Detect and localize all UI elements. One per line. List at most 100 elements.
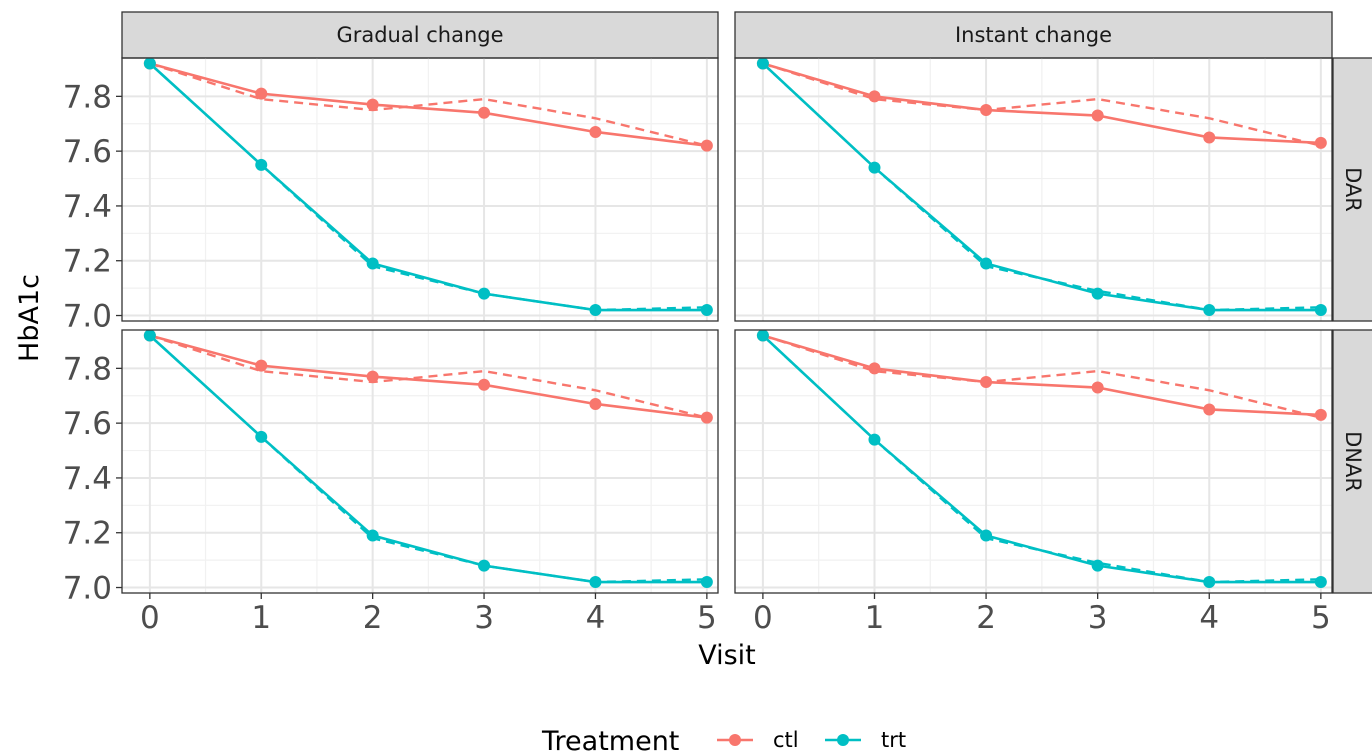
series-line bbox=[149, 334, 708, 419]
panel bbox=[734, 329, 1333, 594]
row-strip bbox=[1332, 329, 1372, 594]
series-line-dashed bbox=[149, 334, 708, 419]
panel-grid bbox=[735, 58, 1332, 321]
y-tick-label: 7.8 bbox=[63, 351, 112, 387]
x-tick-label: 1 bbox=[865, 600, 885, 636]
row-strip-label: DNAR bbox=[1341, 431, 1365, 492]
panel-grid bbox=[122, 330, 718, 593]
series-line bbox=[762, 62, 1321, 312]
panel-marks bbox=[143, 58, 713, 317]
series-line bbox=[149, 62, 708, 147]
y-tick-label: 7.6 bbox=[63, 134, 112, 170]
data-point bbox=[868, 433, 881, 446]
series-line bbox=[762, 334, 1321, 584]
series-line bbox=[762, 62, 1321, 145]
legend-label: trt bbox=[881, 728, 906, 752]
legend-key-point bbox=[837, 734, 849, 746]
data-point bbox=[868, 161, 881, 174]
data-point bbox=[255, 359, 268, 372]
data-point bbox=[700, 139, 713, 152]
x-tick-label: 1 bbox=[251, 600, 271, 636]
data-point bbox=[868, 362, 881, 375]
series-line-dashed bbox=[149, 62, 708, 147]
data-point bbox=[255, 87, 268, 100]
data-point bbox=[255, 430, 268, 443]
data-point bbox=[478, 378, 491, 391]
x-tick-label: 2 bbox=[363, 600, 383, 636]
col-strip-label: Instant change bbox=[955, 23, 1112, 47]
panel-border bbox=[121, 329, 719, 594]
data-point bbox=[1091, 287, 1104, 300]
panels-layer: Gradual change Instant change DAR DNAR bbox=[121, 11, 1372, 594]
panel-border bbox=[734, 57, 1333, 322]
data-point bbox=[700, 411, 713, 424]
data-point bbox=[1203, 304, 1216, 317]
data-point bbox=[700, 576, 713, 589]
data-point bbox=[478, 559, 491, 572]
data-point bbox=[756, 330, 769, 342]
data-point bbox=[478, 106, 491, 119]
data-point bbox=[756, 58, 769, 70]
col-strip bbox=[734, 11, 1333, 59]
data-point bbox=[1203, 131, 1216, 144]
data-point bbox=[980, 104, 993, 117]
legend: Treatment ctl trt bbox=[541, 726, 906, 756]
data-point bbox=[1314, 136, 1327, 149]
data-point bbox=[143, 330, 156, 342]
panel-marks bbox=[756, 58, 1327, 317]
y-tick-label: 7.4 bbox=[63, 461, 112, 497]
panel-grid bbox=[122, 58, 718, 321]
data-point bbox=[700, 304, 713, 317]
series-line bbox=[148, 62, 707, 312]
panel bbox=[121, 57, 719, 322]
data-point bbox=[1314, 576, 1327, 589]
series-line-dashed bbox=[762, 334, 1322, 419]
panel bbox=[734, 57, 1333, 322]
data-point bbox=[1091, 381, 1104, 394]
data-point bbox=[589, 125, 602, 138]
series-line bbox=[762, 334, 1321, 417]
data-point bbox=[589, 397, 602, 410]
y-tick-label: 7.2 bbox=[63, 244, 112, 280]
data-point bbox=[980, 257, 993, 270]
y-tick-label: 7.4 bbox=[63, 189, 112, 225]
data-point bbox=[366, 98, 379, 111]
y-axis-title: HbA1c bbox=[14, 274, 45, 362]
y-tick-label: 7.6 bbox=[63, 406, 112, 442]
series-line-dashed bbox=[762, 62, 1322, 147]
data-point bbox=[980, 529, 993, 542]
panel bbox=[121, 329, 719, 594]
data-point bbox=[1091, 109, 1104, 122]
y-tick-label: 7.8 bbox=[63, 79, 112, 115]
data-point bbox=[980, 376, 993, 389]
col-strip-label: Gradual change bbox=[336, 23, 503, 47]
panel-border bbox=[121, 57, 719, 322]
x-tick-label: 4 bbox=[1199, 600, 1219, 636]
x-tick-label: 5 bbox=[697, 600, 717, 636]
data-point bbox=[1091, 559, 1104, 572]
legend-key-point bbox=[729, 734, 741, 746]
data-point bbox=[589, 576, 602, 589]
x-tick-label: 2 bbox=[976, 600, 996, 636]
row-strip-label: DAR bbox=[1341, 167, 1365, 212]
data-point bbox=[1314, 408, 1327, 421]
x-tick-label: 5 bbox=[1311, 600, 1331, 636]
x-tick-label: 0 bbox=[140, 600, 160, 636]
x-tick-label: 3 bbox=[1088, 600, 1108, 636]
axes-layer: 7.07.27.47.67.87.07.27.47.67.80 1 2 3 4 5 0 1 2 3… bbox=[63, 79, 1331, 636]
data-point bbox=[366, 257, 379, 270]
data-point bbox=[478, 287, 491, 300]
data-point bbox=[255, 158, 268, 171]
col-strip bbox=[121, 11, 719, 59]
data-point bbox=[366, 370, 379, 383]
panel-border bbox=[734, 329, 1333, 594]
x-axis-title: Visit bbox=[698, 640, 756, 671]
legend-label: ctl bbox=[773, 728, 799, 752]
x-tick-label: 0 bbox=[753, 600, 773, 636]
data-point bbox=[1203, 403, 1216, 416]
data-point bbox=[366, 529, 379, 542]
y-tick-label: 7.2 bbox=[63, 516, 112, 552]
data-point bbox=[143, 58, 156, 70]
row-strip bbox=[1332, 57, 1372, 322]
